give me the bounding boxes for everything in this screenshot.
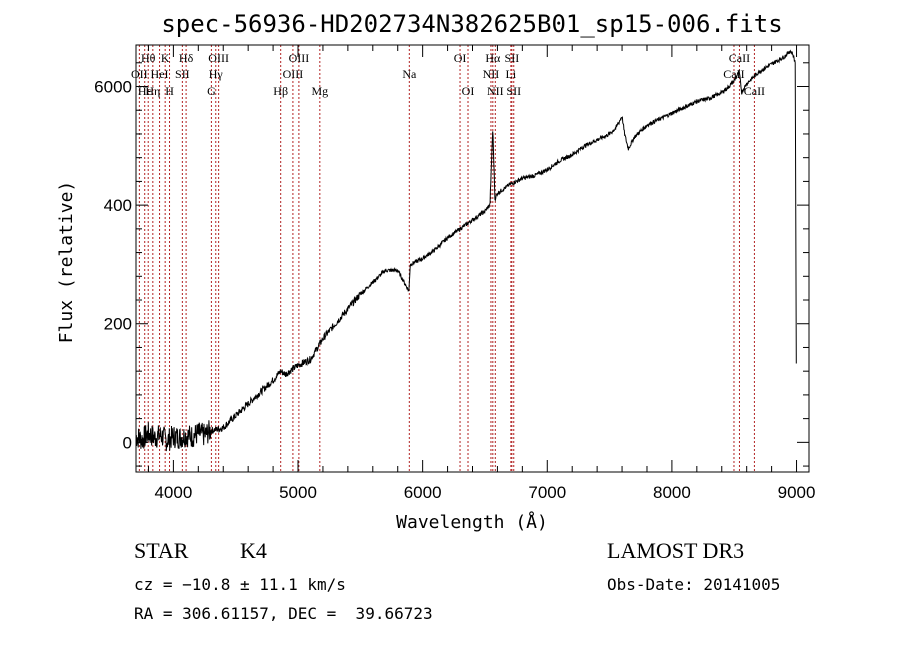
survey-label: LAMOST DR3: [607, 538, 745, 563]
chart-title: spec-56936-HD202734N382625B01_sp15-006.f…: [161, 10, 782, 38]
spectral-line-label: OIII: [208, 51, 229, 65]
plot-frame: [135, 44, 810, 473]
spectral-line-label: Hγ: [209, 67, 224, 81]
x-tick-label: 6000: [404, 483, 442, 502]
spectral-line-label: CaII: [723, 67, 744, 81]
axis-ticks: 4000 5000 6000 7000 8000 9000 0 200 400 6000: [94, 45, 815, 502]
coordinates: RA = 306.61157, DEC = 39.66723: [134, 604, 433, 623]
spectral-line-label: OIII: [283, 67, 304, 81]
x-tick-label: 7000: [528, 483, 566, 502]
y-tick-label: 6000: [94, 78, 132, 97]
spectrum-line: [135, 49, 797, 452]
spectral-line-label: OI: [462, 84, 475, 98]
spectral-line-label: Li: [506, 67, 517, 81]
y-tick-label: 0: [123, 433, 132, 452]
spectral-line-label: OI: [454, 51, 467, 65]
spectral-line-label: CaII: [744, 84, 765, 98]
spectral-line-label: HeI: [151, 67, 169, 81]
cz-value: cz = −10.8 ± 11.1 km/s: [134, 575, 346, 594]
spectral-line-markers: [138, 45, 755, 472]
spectral-line-label: Hα: [485, 51, 501, 65]
y-tick-label: 200: [104, 315, 132, 334]
spectral-line-label: Mg: [311, 84, 328, 98]
spectral-line-label: OII: [131, 67, 148, 81]
x-tick-label: 8000: [653, 483, 691, 502]
spectral-line-label: SII: [175, 67, 190, 81]
x-tick-label: 5000: [279, 483, 317, 502]
class-label: STAR: [134, 538, 189, 563]
y-axis-label: Flux (relative): [56, 181, 77, 344]
spectral-line-label: Hθ: [141, 51, 156, 65]
spectral-line-label: K: [161, 51, 170, 65]
y-tick-label: 400: [104, 196, 132, 215]
x-axis-label: Wavelength (Å): [396, 511, 548, 533]
spectral-line-label: Hδ: [179, 51, 194, 65]
spectral-line-label: Na: [402, 67, 417, 81]
spectral-line-label: OIII: [289, 51, 310, 65]
spectral-line-label: Hβ: [273, 84, 288, 98]
x-tick-label: 4000: [154, 483, 192, 502]
spectral-line-label: G: [207, 84, 216, 98]
spectral-line-label: NII: [487, 84, 504, 98]
spectral-line-label: SII: [506, 84, 521, 98]
spectral-line-label: Hη: [145, 84, 160, 98]
spectral-line-label: NII: [483, 67, 500, 81]
obs-date: Obs-Date: 20141005: [607, 575, 781, 594]
x-tick-label: 9000: [778, 483, 816, 502]
spectral-line-label: SII: [505, 51, 520, 65]
subclass-label: K4: [240, 538, 267, 563]
spectral-line-label: CaII: [729, 51, 750, 65]
spectral-line-label: Hε: [138, 84, 152, 98]
spectral-line-label: H: [165, 84, 174, 98]
